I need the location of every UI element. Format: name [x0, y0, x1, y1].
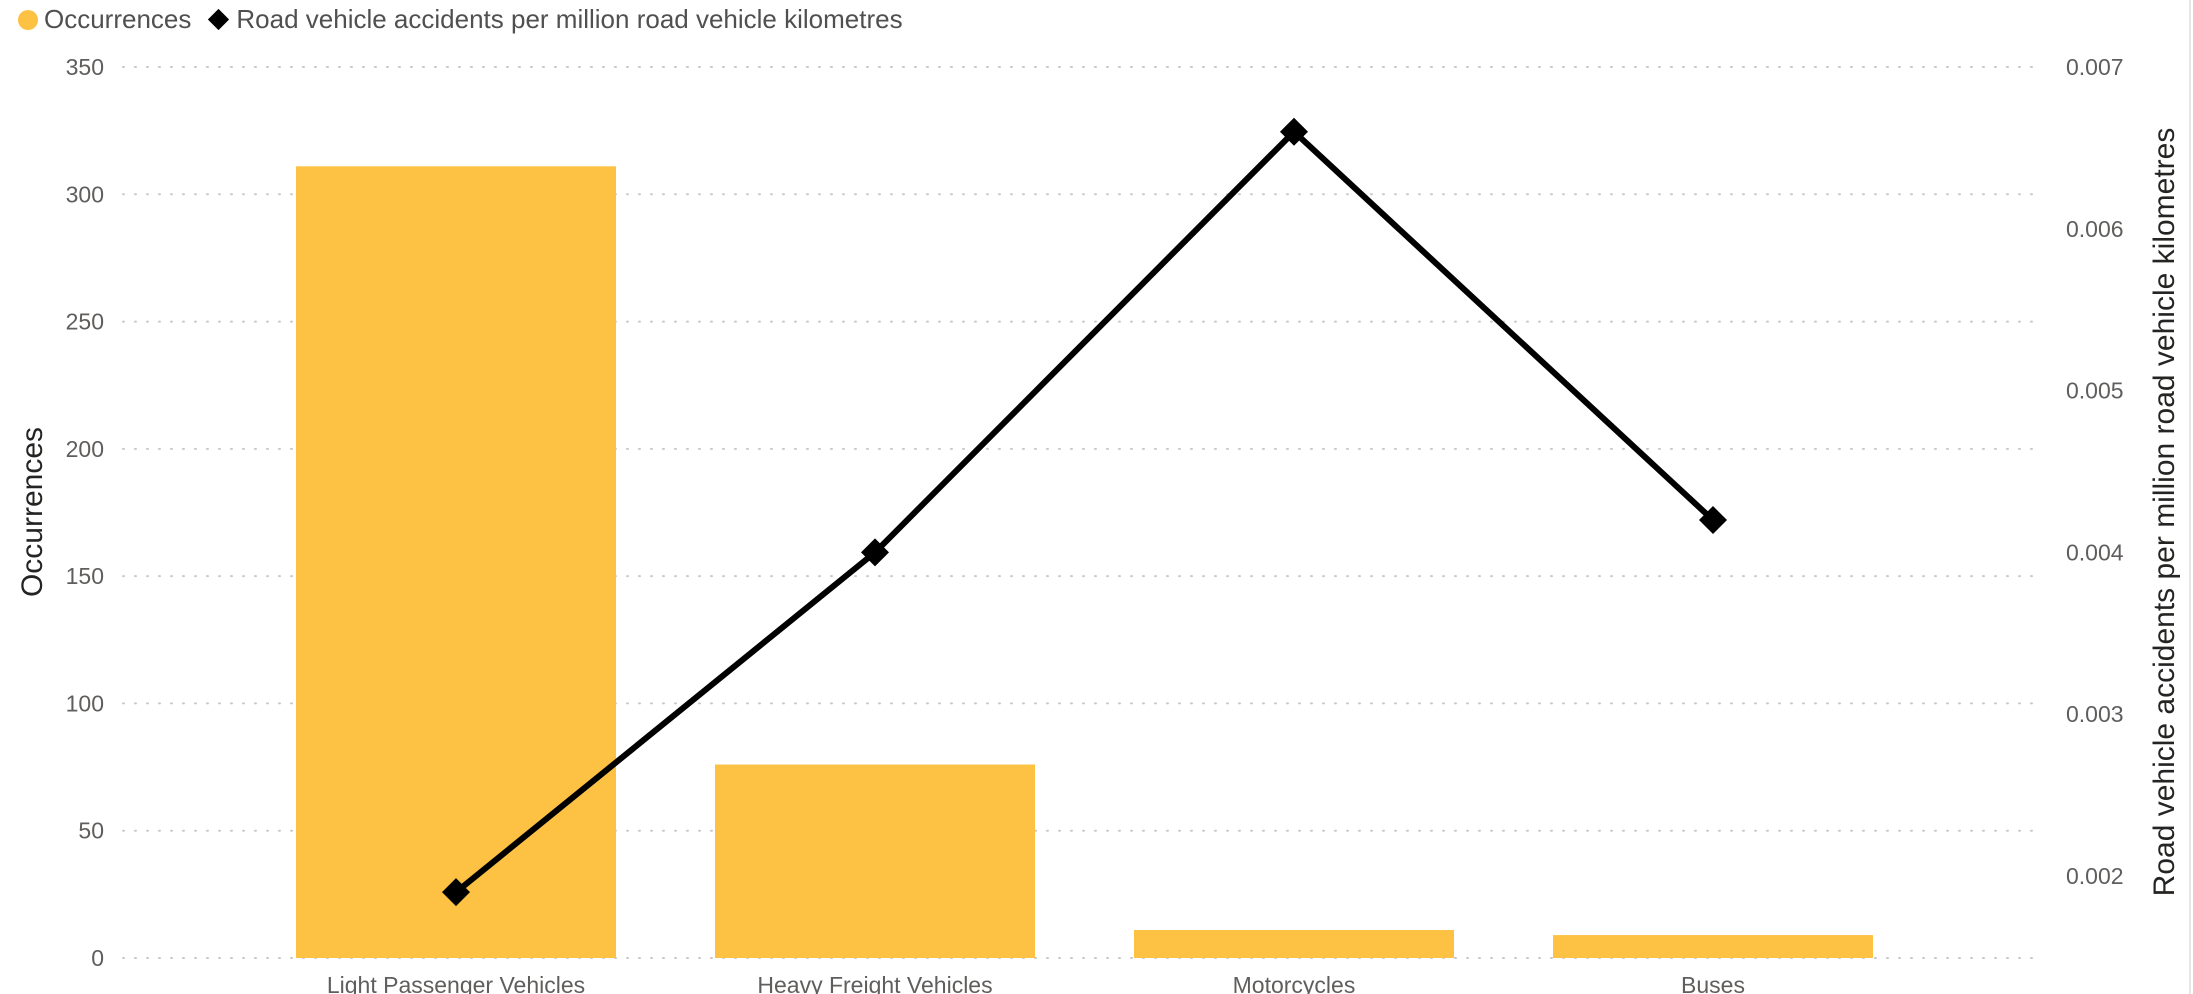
point-accident-rate [1699, 506, 1727, 535]
y-tick-label-right: 0.005 [2066, 378, 2124, 404]
y-tick-label-left: 300 [66, 181, 104, 207]
y-axis-title-right: Road vehicle accidents per million road … [2148, 128, 2181, 897]
y-tick-label-left: 200 [66, 436, 104, 462]
legend-item-accident-rate[interactable]: Road vehicle accidents per million road … [205, 4, 903, 35]
y-tick-label-left: 100 [66, 690, 104, 716]
y-axis-title-left: Occurrences [16, 427, 49, 597]
y-tick-label-right: 0.002 [2066, 863, 2124, 889]
legend-circle-marker [18, 9, 38, 30]
y-tick-label-right: 0.007 [2066, 54, 2124, 80]
bar-occurrences [715, 764, 1035, 958]
y-tick-label-right: 0.004 [2066, 539, 2124, 565]
line-accident-rate [454, 127, 1716, 895]
y-tick-label-left: 50 [78, 818, 104, 844]
point-accident-rate [861, 538, 889, 567]
bar-occurrences [1553, 935, 1873, 958]
x-tick-label: Motorcycles [1233, 972, 1356, 994]
y-tick-label-left: 250 [66, 309, 104, 335]
point-accident-rate [1280, 117, 1308, 146]
y-tick-label-right: 0.003 [2066, 701, 2124, 727]
y-tick-label-right: 0.006 [2066, 216, 2124, 242]
legend-label-occurrences: Occurrences [44, 4, 192, 34]
point-accident-rate [442, 878, 470, 907]
legend: Occurrences Road vehicle accidents per m… [18, 4, 917, 35]
x-tick-label: Buses [1681, 972, 1745, 994]
y-tick-label-left: 0 [91, 945, 104, 971]
x-tick-label: Heavy Freight Vehicles [757, 972, 992, 994]
bar-occurrences [1134, 929, 1454, 958]
x-tick-label: Light Passenger Vehicles [327, 972, 585, 994]
legend-label-accident-rate: Road vehicle accidents per million road … [236, 4, 903, 34]
y-tick-label-left: 150 [66, 563, 104, 589]
bar-occurrences [296, 166, 616, 959]
panel-border [2189, 0, 2191, 994]
y-tick-label-left: 350 [66, 54, 104, 80]
legend-item-occurrences[interactable]: Occurrences [18, 4, 191, 35]
